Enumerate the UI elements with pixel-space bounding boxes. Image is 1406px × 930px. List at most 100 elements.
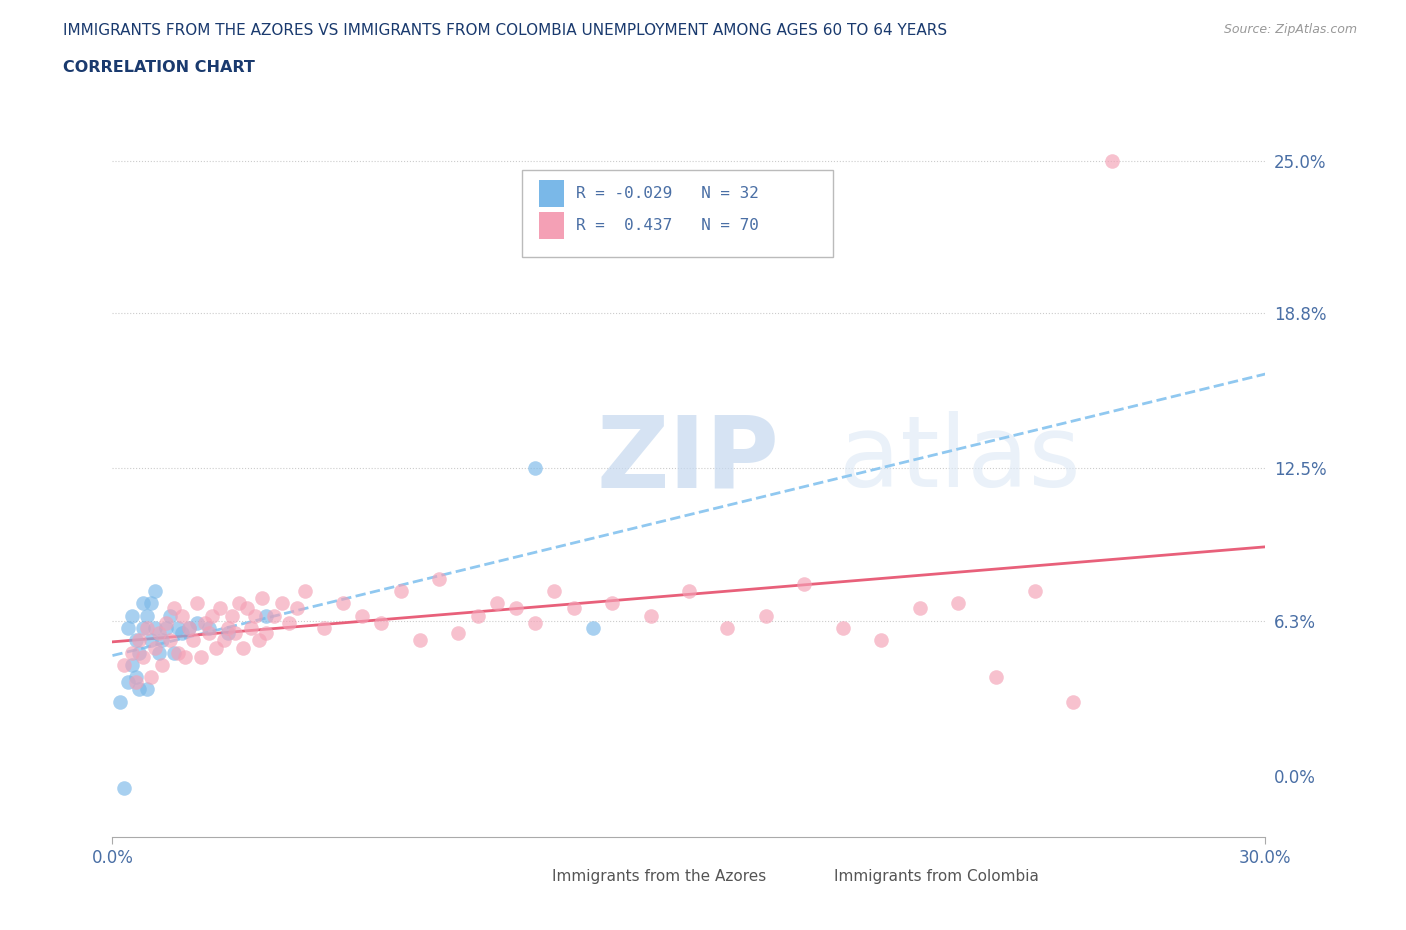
Point — [136, 608, 159, 623]
Point — [447, 626, 470, 641]
Point — [505, 601, 527, 616]
Bar — [522, 869, 543, 884]
Point — [409, 632, 432, 647]
Point — [755, 608, 778, 623]
Point — [252, 591, 274, 606]
Point — [221, 608, 243, 623]
Point — [870, 632, 893, 647]
Point — [467, 608, 489, 623]
Bar — [538, 179, 564, 207]
Point — [181, 632, 204, 647]
Point — [197, 626, 219, 641]
Point — [136, 682, 159, 697]
Text: R =  0.437   N = 70: R = 0.437 N = 70 — [576, 218, 759, 233]
Point — [224, 626, 246, 641]
Point — [148, 645, 170, 660]
Point — [485, 596, 508, 611]
Point — [716, 620, 738, 635]
Point — [524, 616, 547, 631]
Point — [332, 596, 354, 611]
Point — [278, 616, 301, 631]
Point — [205, 640, 228, 655]
Point — [370, 616, 392, 631]
Bar — [804, 869, 825, 884]
Point — [155, 616, 177, 631]
Point — [270, 596, 292, 611]
Point — [946, 596, 969, 611]
Point — [136, 620, 159, 635]
Point — [239, 620, 262, 635]
Point — [201, 608, 224, 623]
Point — [166, 620, 188, 635]
Text: Immigrants from the Azores: Immigrants from the Azores — [551, 870, 766, 884]
Point — [389, 584, 412, 599]
Point — [143, 640, 166, 655]
Point — [1062, 695, 1084, 710]
Point — [600, 596, 623, 611]
Point — [121, 658, 143, 672]
Point — [166, 645, 188, 660]
Point — [143, 584, 166, 599]
Point — [194, 616, 217, 631]
Point — [152, 632, 174, 647]
Point — [117, 674, 139, 689]
Text: Immigrants from Colombia: Immigrants from Colombia — [834, 870, 1039, 884]
Point — [640, 608, 662, 623]
Point — [254, 626, 277, 641]
Point — [543, 584, 565, 599]
Point — [186, 596, 208, 611]
Point — [1101, 153, 1123, 168]
Point — [132, 596, 155, 611]
Point — [139, 632, 162, 647]
Point — [155, 620, 177, 635]
Point — [132, 650, 155, 665]
FancyBboxPatch shape — [522, 169, 832, 257]
Point — [236, 601, 259, 616]
Point — [148, 626, 170, 641]
Point — [678, 584, 700, 599]
Point — [524, 460, 547, 475]
Point — [108, 695, 131, 710]
Point — [128, 645, 150, 660]
Point — [117, 620, 139, 635]
Point — [254, 608, 277, 623]
Point — [243, 608, 266, 623]
Point — [163, 601, 186, 616]
Point — [163, 645, 186, 660]
Point — [186, 616, 208, 631]
Point — [143, 620, 166, 635]
Point — [197, 620, 219, 635]
Point — [174, 650, 197, 665]
Point — [986, 670, 1008, 684]
Point — [247, 632, 270, 647]
Point — [190, 650, 212, 665]
Point — [124, 632, 146, 647]
Point — [427, 571, 450, 586]
Bar — [538, 212, 564, 239]
Point — [170, 608, 193, 623]
Text: IMMIGRANTS FROM THE AZORES VS IMMIGRANTS FROM COLOMBIA UNEMPLOYMENT AMONG AGES 6: IMMIGRANTS FROM THE AZORES VS IMMIGRANTS… — [63, 23, 948, 38]
Point — [124, 674, 146, 689]
Point — [139, 670, 162, 684]
Point — [212, 632, 235, 647]
Text: ZIP: ZIP — [596, 411, 779, 509]
Point — [232, 640, 254, 655]
Point — [139, 596, 162, 611]
Point — [582, 620, 605, 635]
Point — [217, 626, 239, 641]
Point — [124, 670, 146, 684]
Point — [217, 620, 239, 635]
Point — [228, 596, 250, 611]
Point — [128, 632, 150, 647]
Point — [562, 601, 585, 616]
Point — [263, 608, 285, 623]
Point — [352, 608, 374, 623]
Text: atlas: atlas — [839, 411, 1080, 509]
Point — [793, 577, 815, 591]
Point — [1024, 584, 1046, 599]
Text: Source: ZipAtlas.com: Source: ZipAtlas.com — [1223, 23, 1357, 36]
Point — [128, 682, 150, 697]
Point — [152, 658, 174, 672]
Point — [179, 620, 201, 635]
Point — [209, 601, 232, 616]
